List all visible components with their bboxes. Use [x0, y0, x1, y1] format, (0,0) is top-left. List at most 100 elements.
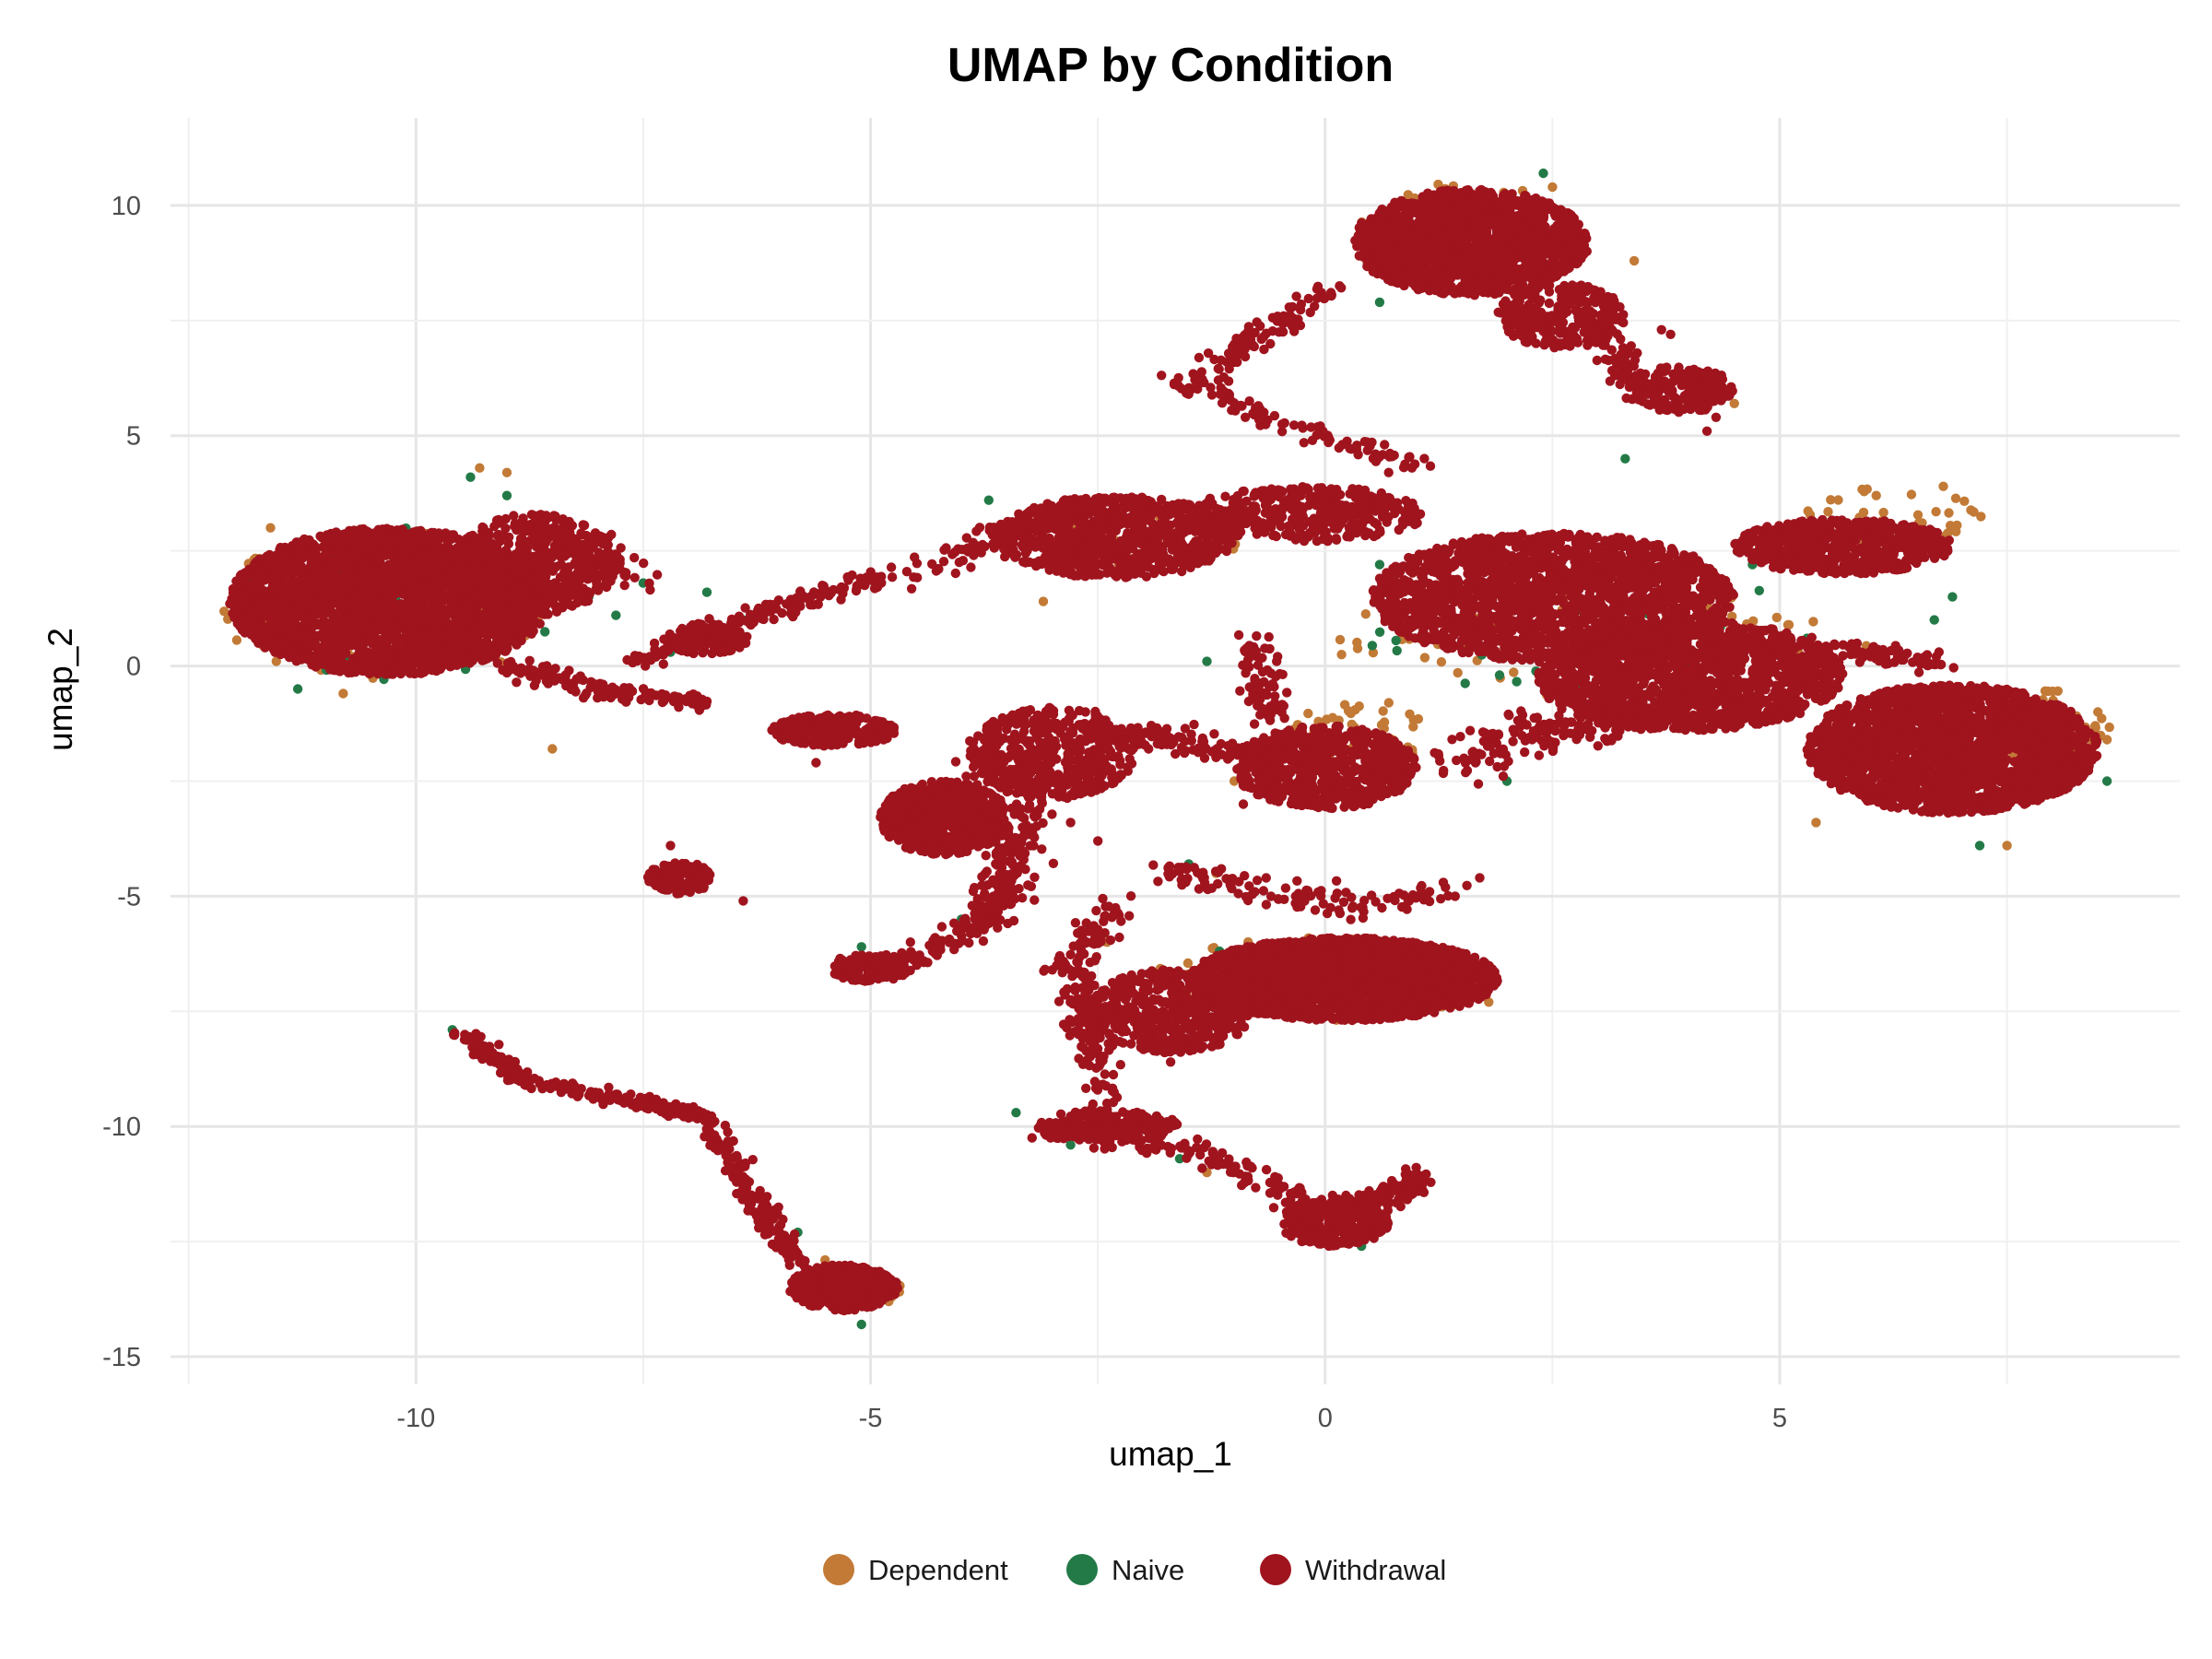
data-point — [2002, 841, 2011, 850]
data-point — [369, 597, 378, 606]
data-point — [587, 563, 596, 572]
data-point — [417, 547, 426, 556]
data-point — [283, 589, 292, 598]
data-point — [367, 569, 376, 578]
data-point — [290, 562, 300, 571]
data-point — [385, 586, 394, 595]
data-point — [452, 568, 461, 577]
data-point — [276, 547, 285, 556]
data-point — [511, 626, 520, 635]
data-point — [482, 641, 491, 650]
data-point — [408, 527, 418, 536]
data-point — [334, 596, 343, 606]
data-point — [1202, 656, 1211, 665]
data-point — [371, 665, 381, 674]
data-point — [431, 573, 441, 582]
data-point — [1872, 491, 1881, 500]
data-point — [1808, 617, 1818, 626]
data-point — [376, 527, 385, 536]
data-point — [453, 634, 462, 643]
data-point — [311, 562, 320, 571]
data-point — [593, 574, 602, 583]
data-point — [317, 576, 326, 585]
data-point — [336, 562, 346, 571]
data-point — [382, 600, 391, 609]
data-point — [2093, 707, 2102, 716]
data-point — [483, 534, 492, 543]
data-point — [1375, 559, 1384, 569]
data-point — [479, 577, 488, 586]
data-point — [1375, 628, 1384, 637]
data-point — [2105, 723, 2114, 732]
data-point — [984, 496, 994, 505]
data-point — [540, 627, 549, 636]
data-point — [291, 577, 300, 586]
data-point — [541, 579, 550, 588]
data-point — [365, 536, 374, 546]
data-point — [398, 646, 407, 655]
data-point — [1353, 643, 1362, 653]
data-point — [376, 549, 385, 559]
data-point — [1944, 508, 1953, 517]
data-point — [308, 539, 317, 548]
data-point — [1379, 706, 1388, 715]
data-point — [430, 627, 440, 636]
data-point — [358, 573, 367, 582]
data-point — [501, 641, 511, 650]
data-point — [1811, 818, 1820, 827]
data-point — [441, 647, 451, 656]
data-point — [527, 618, 536, 627]
data-point — [465, 473, 475, 482]
data-point — [394, 565, 403, 574]
data-point — [515, 582, 524, 591]
data-point — [1375, 298, 1384, 307]
data-point — [267, 641, 276, 650]
data-point — [296, 629, 305, 638]
data-point — [379, 569, 388, 578]
data-point — [580, 591, 589, 600]
data-point — [1461, 678, 1470, 688]
data-point — [265, 524, 275, 533]
data-point — [568, 601, 577, 610]
data-point — [558, 603, 567, 612]
data-point — [518, 593, 527, 602]
data-point — [418, 654, 427, 664]
data-point — [570, 559, 579, 569]
data-point — [1340, 700, 1349, 710]
data-point — [299, 569, 308, 578]
data-point — [291, 541, 300, 550]
data-point — [478, 524, 488, 533]
data-point — [374, 656, 383, 665]
data-point — [1039, 596, 1048, 606]
data-point — [1959, 497, 1969, 506]
data-point — [429, 606, 439, 616]
data-point — [1414, 714, 1423, 724]
data-point — [492, 515, 501, 524]
data-point — [417, 618, 426, 628]
data-point — [347, 538, 356, 547]
data-point — [418, 582, 427, 592]
data-point — [300, 588, 310, 597]
data-point — [547, 744, 557, 753]
data-point — [333, 544, 342, 553]
data-point — [408, 618, 418, 628]
data-point — [459, 658, 468, 667]
data-point — [565, 517, 574, 526]
data-point — [414, 567, 423, 576]
data-point — [325, 592, 335, 601]
data-point — [1368, 641, 1377, 650]
data-point — [448, 594, 457, 604]
data-point — [386, 623, 395, 632]
data-point — [293, 684, 302, 693]
data-point — [460, 594, 469, 603]
data-point — [441, 611, 450, 620]
data-point — [398, 614, 407, 623]
data-point — [501, 562, 511, 571]
data-point — [1335, 635, 1345, 644]
data-point — [702, 587, 712, 596]
data-point — [538, 516, 547, 525]
data-point — [343, 571, 352, 580]
data-point — [1930, 615, 1939, 624]
data-point — [309, 577, 318, 586]
